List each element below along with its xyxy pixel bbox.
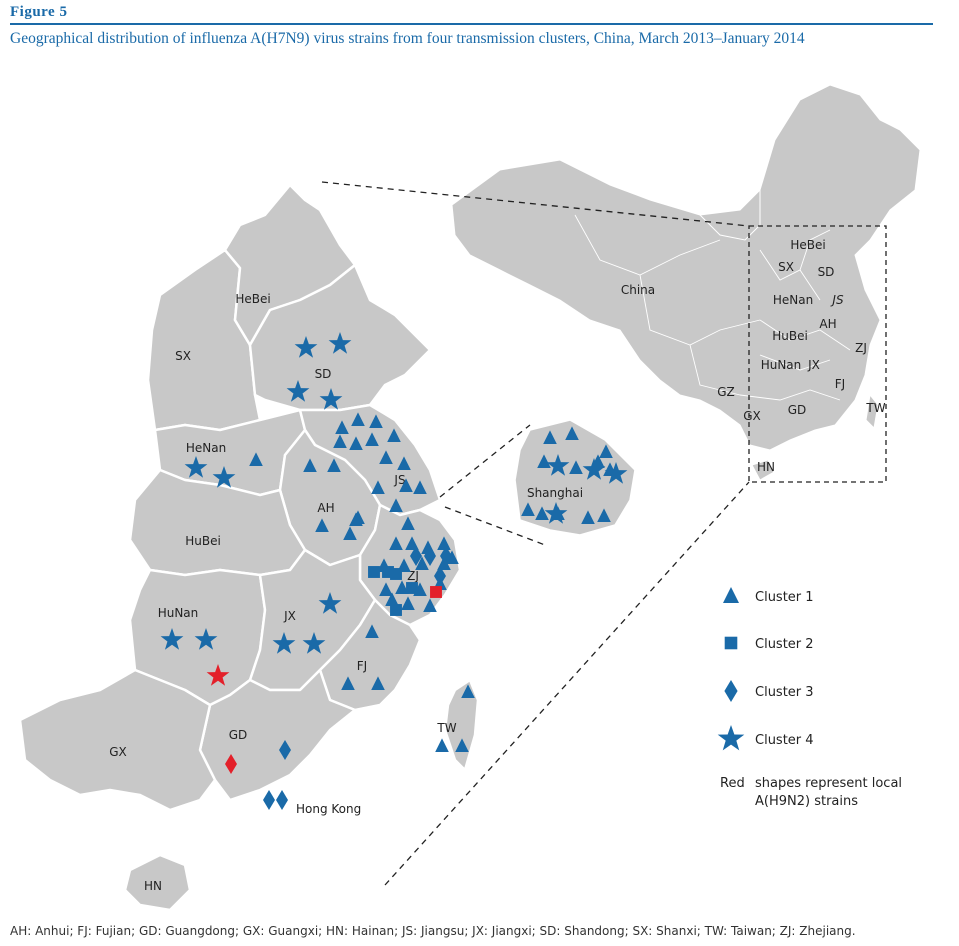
china-northeast xyxy=(698,188,761,241)
shanghai-zoom-line-bottom xyxy=(444,506,546,546)
inset-label-gz: GZ xyxy=(717,385,735,399)
inset-labels: China HeBei SX SD HeNan JS AH HuBei ZJ HuNan JX FJ G… xyxy=(621,238,886,474)
legend-label-cluster-3: Cluster 3 xyxy=(755,685,814,700)
inset-label-fj: FJ xyxy=(835,377,845,391)
province-label-gx: GX xyxy=(109,745,127,759)
legend-diamond-icon xyxy=(724,680,738,702)
province-label-sx: SX xyxy=(175,349,191,363)
inset-zoom-box xyxy=(748,225,887,483)
shanghai-zoom-line-top xyxy=(439,424,531,498)
province-label-sd: SD xyxy=(315,367,332,381)
inset-label-gd: GD xyxy=(788,403,807,417)
cluster1-triangle-tw xyxy=(435,738,449,752)
figure-title: Geographical distribution of influenza A… xyxy=(10,30,805,47)
inset-borders xyxy=(574,214,851,401)
province-label-zj: ZJ xyxy=(407,569,419,583)
zoom-line-top xyxy=(321,181,750,227)
china-landmass xyxy=(451,84,921,451)
inset-china-map xyxy=(451,84,921,481)
cluster3-diamond-hong-kong xyxy=(276,790,288,810)
province-label-henan: HeNan xyxy=(186,441,226,455)
inset-label-henan: HeNan xyxy=(773,293,813,307)
main-map xyxy=(18,183,480,912)
province-hn xyxy=(123,853,192,912)
cluster2-square-zj xyxy=(368,566,380,578)
legend-label-cluster-4: Cluster 4 xyxy=(755,733,814,748)
inset-hn xyxy=(751,459,775,481)
province-gx xyxy=(18,668,217,812)
legend-star-icon xyxy=(717,725,745,751)
inset-label-sx: SX xyxy=(778,260,794,274)
province-label-gd: GD xyxy=(229,728,248,742)
legend-triangle-icon xyxy=(723,587,739,603)
inset-label-tw: TW xyxy=(865,401,885,415)
legend-label-cluster-2: Cluster 2 xyxy=(755,637,814,652)
legend: Cluster 1 Cluster 2 Cluster 3 Cluster 4 Red s… xyxy=(717,587,902,809)
shanghai-label: Shanghai xyxy=(527,486,583,500)
inset-label-jx: JX xyxy=(807,358,820,372)
cluster2-square-zj xyxy=(406,582,418,594)
inset-label-ah: AH xyxy=(819,317,836,331)
province-tw xyxy=(443,678,480,772)
local-cluster2-square-zj xyxy=(430,586,442,598)
inset-label-hunan: HuNan xyxy=(761,358,802,372)
province-label-hubei: HuBei xyxy=(185,534,221,548)
legend-red-word: Red xyxy=(720,776,745,791)
figure-label: Figure 5 xyxy=(10,4,68,20)
inset-tw xyxy=(865,393,879,430)
province-label-ah: AH xyxy=(317,501,334,515)
title-rule xyxy=(10,23,933,25)
inset-label-hn: HN xyxy=(757,460,775,474)
zoom-line-bottom xyxy=(384,481,750,886)
province-gd xyxy=(198,668,357,802)
legend-square-icon xyxy=(724,636,738,650)
province-label-hunan: HuNan xyxy=(158,606,199,620)
cluster3-diamond-hong-kong xyxy=(263,790,275,810)
inset-label-sd: SD xyxy=(818,265,835,279)
footer-abbreviations: AH: Anhui; FJ: Fujian; GD: Guangdong; GX… xyxy=(10,924,856,938)
inset-label-china: China xyxy=(621,283,655,297)
inset-label-js: JS xyxy=(830,293,844,307)
province-label-fj: FJ xyxy=(357,659,367,673)
inset-label-gx: GX xyxy=(743,409,761,423)
province-label-js: JS xyxy=(393,473,405,487)
inset-label-hubei: HuBei xyxy=(772,329,808,343)
province-label-jx: JX xyxy=(283,609,296,623)
province-label-hn: HN xyxy=(144,879,162,893)
province-labels: SX HeBei SD HeNan JS AH HuBei ZJ HuNan JX FJ GD GX HN… xyxy=(109,292,583,893)
cluster2-square-zj xyxy=(390,604,402,616)
inset-label-zj: ZJ xyxy=(855,341,867,355)
cluster2-square-zj xyxy=(390,568,402,580)
province-label-hebei: HeBei xyxy=(235,292,270,306)
legend-red-note-line1: shapes represent local xyxy=(755,776,902,791)
legend-red-note-line2: A(H9N2) strains xyxy=(755,794,858,809)
inset-label-hebei: HeBei xyxy=(790,238,825,252)
hong-kong-label: Hong Kong xyxy=(296,802,361,816)
legend-label-cluster-1: Cluster 1 xyxy=(755,590,814,605)
province-label-tw: TW xyxy=(436,721,456,735)
